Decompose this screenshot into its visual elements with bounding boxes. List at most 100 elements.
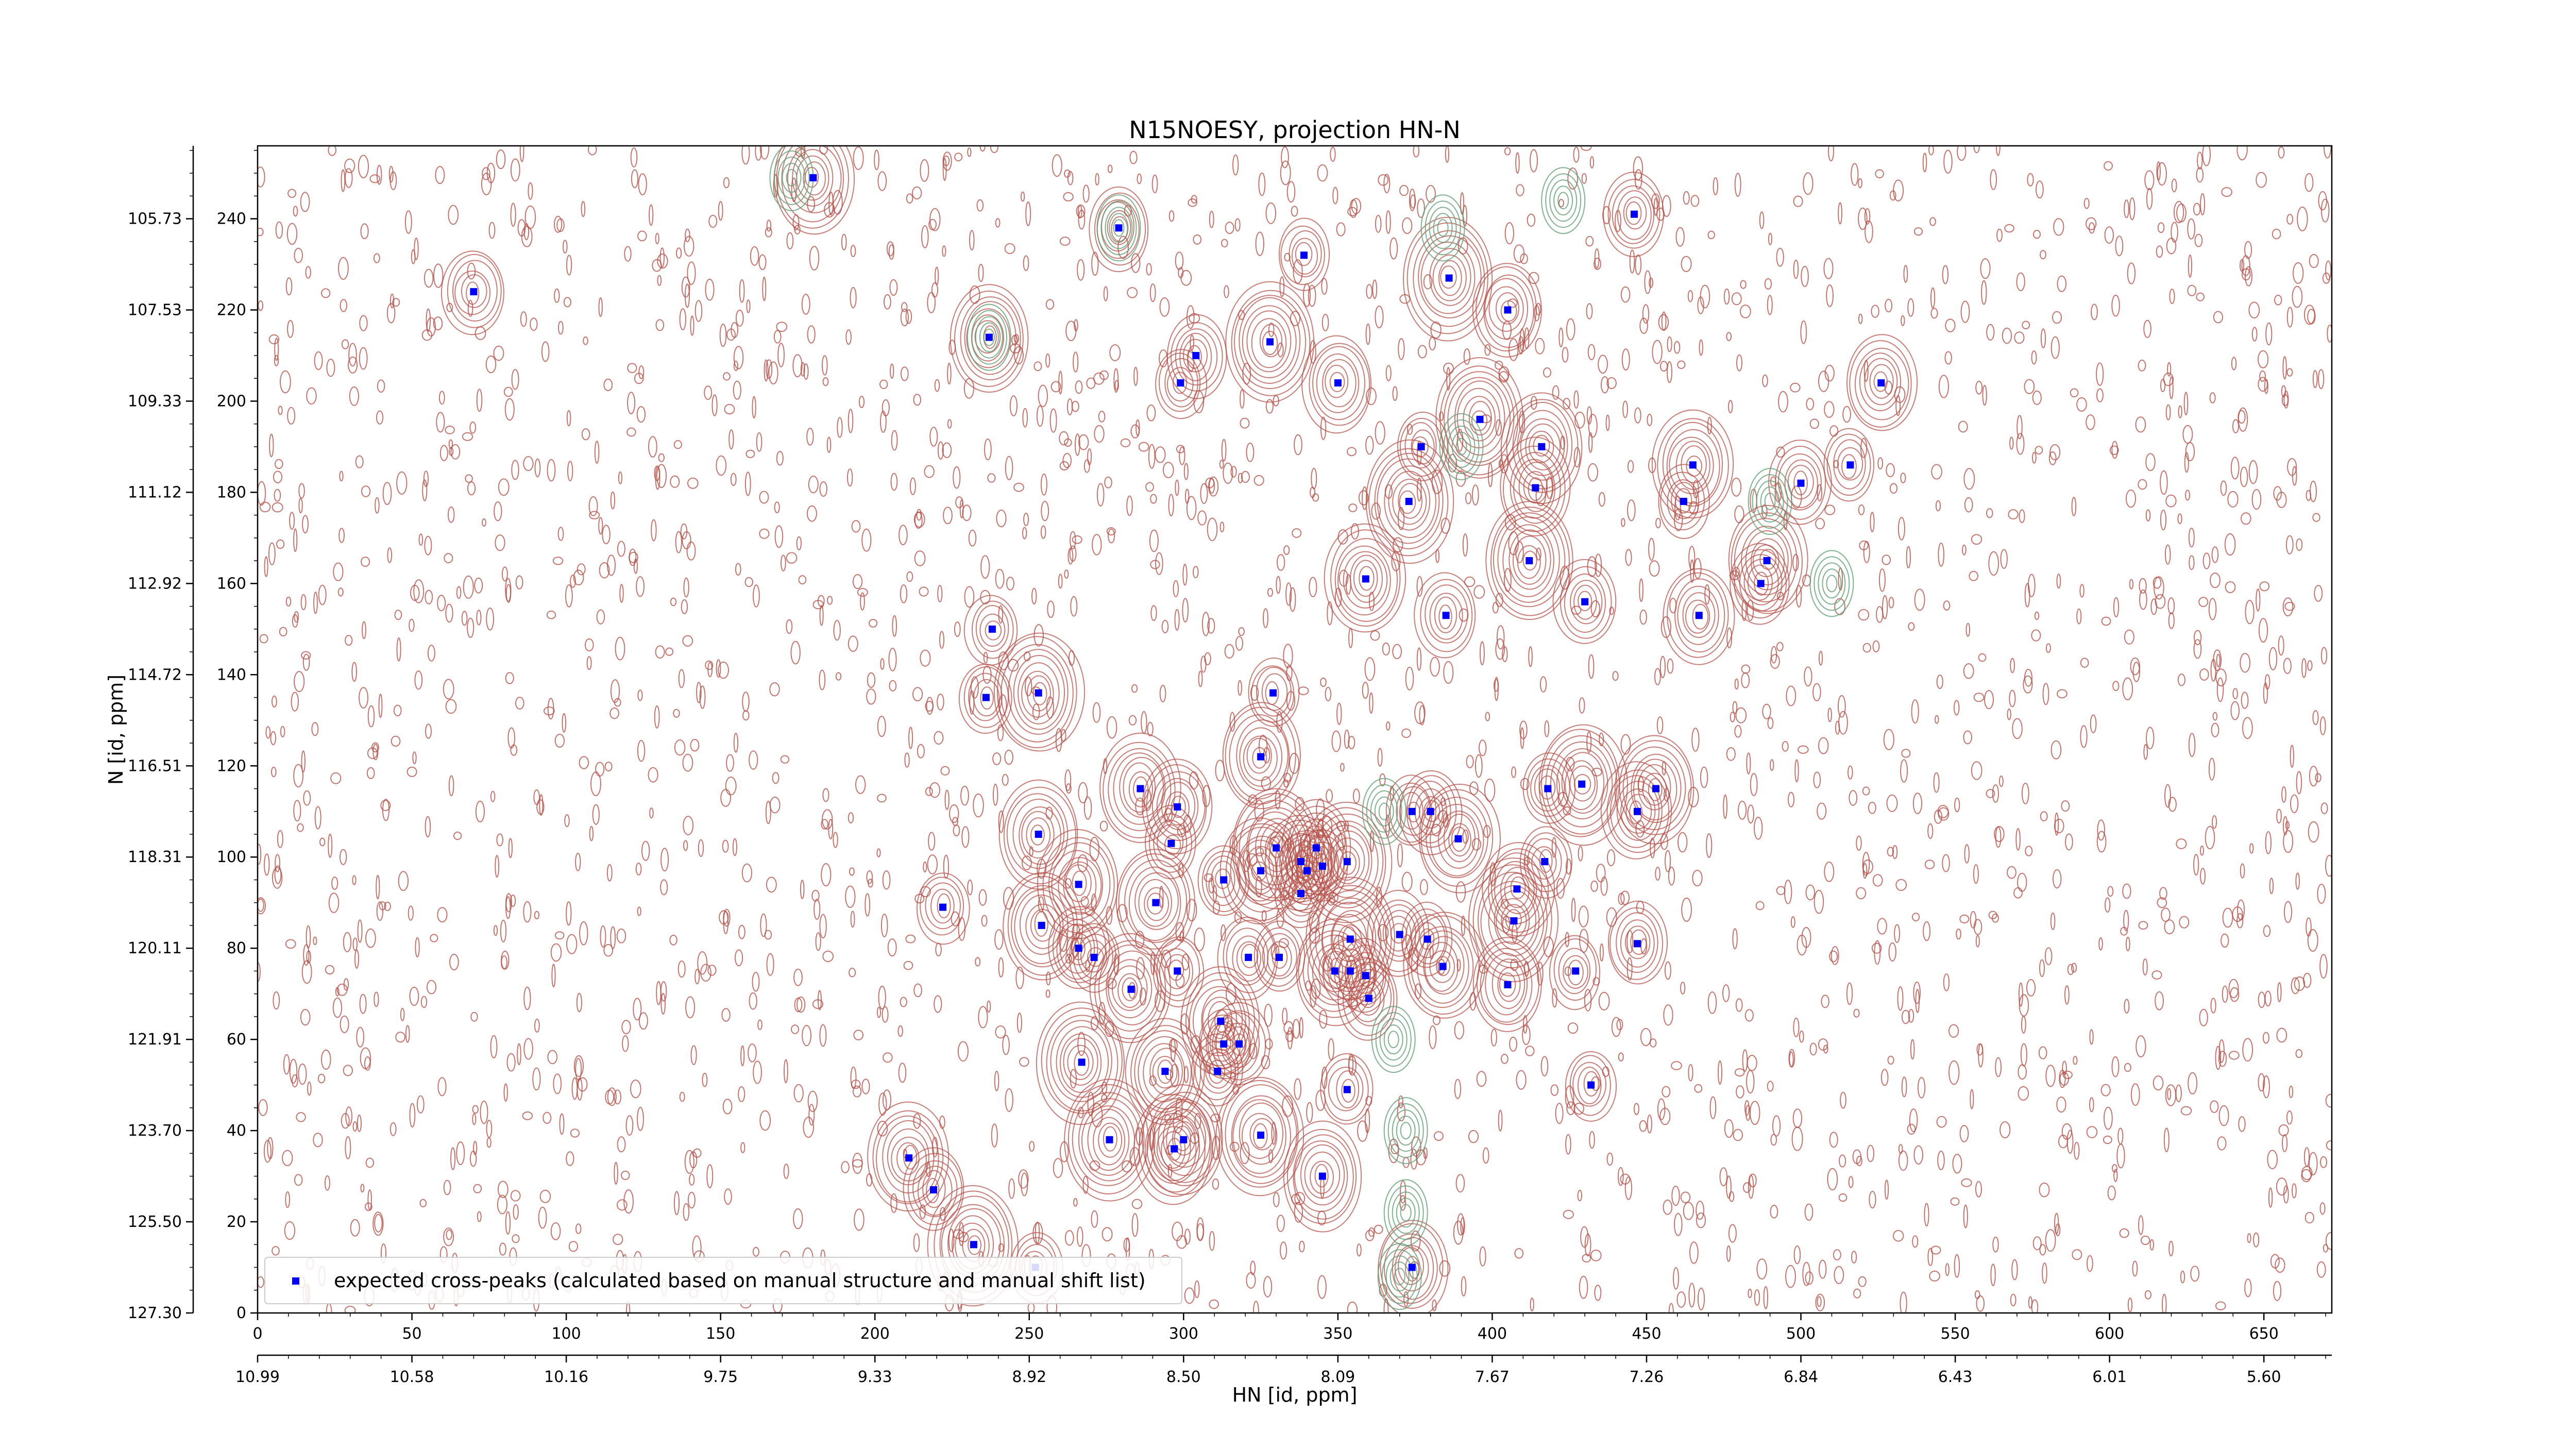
- noise-contour: [1611, 1017, 1621, 1037]
- noise-contour: [298, 498, 303, 514]
- noise-contour: [2307, 929, 2318, 952]
- noise-contour: [1886, 463, 1895, 478]
- noise-contour: [1426, 185, 1436, 203]
- noise-contour: [753, 584, 760, 608]
- noise-contour: [392, 298, 400, 307]
- peak-contour: [1476, 266, 1537, 352]
- negative-contour: [1375, 1012, 1412, 1067]
- noise-contour: [978, 1006, 988, 1029]
- noise-contour: [2212, 815, 2217, 829]
- noise-contour: [437, 1077, 447, 1097]
- peak-contour: [781, 146, 844, 223]
- noise-contour: [1931, 464, 1942, 480]
- noise-contour: [311, 722, 319, 736]
- noise-contour: [2179, 916, 2190, 929]
- noise-contour: [1417, 345, 1427, 359]
- negative-contour: [1371, 1006, 1416, 1073]
- noise-contour: [621, 1020, 631, 1035]
- peak-contour: [1436, 956, 1450, 976]
- x-axis-title: HN [id, ppm]: [1232, 1384, 1358, 1406]
- noise-contour: [280, 370, 291, 394]
- noise-contour: [1344, 729, 1350, 749]
- noise-contour: [1906, 546, 1911, 569]
- noise-contour: [1943, 149, 1953, 174]
- peak-contour: [1631, 753, 1682, 823]
- noise-contour: [2119, 1228, 2129, 1238]
- noise-contour: [887, 938, 897, 957]
- peak-contour: [1149, 1091, 1221, 1186]
- noise-contour: [1383, 174, 1391, 194]
- peak-contour: [1343, 551, 1388, 609]
- noise-contour: [2190, 1266, 2200, 1282]
- peak-contour: [1570, 580, 1603, 625]
- noise-contour: [2188, 733, 2196, 757]
- noise-contour: [1999, 1121, 2011, 1139]
- noise-contour: [2165, 494, 2177, 508]
- noise-contour: [416, 1095, 425, 1114]
- noise-contour: [1945, 1263, 1950, 1276]
- noise-contour: [1620, 734, 1631, 755]
- noise-contour: [1600, 877, 1608, 896]
- noise-contour: [1455, 1174, 1465, 1193]
- noise-contour: [566, 1151, 574, 1167]
- noise-contour: [1786, 685, 1797, 706]
- noise-contour: [968, 529, 977, 547]
- noise-contour: [1281, 146, 1289, 169]
- noise-contour: [1667, 336, 1672, 352]
- noise-contour: [1840, 1091, 1846, 1109]
- noise-contour: [1059, 461, 1070, 470]
- noise-contour: [2143, 744, 2148, 760]
- noise-contour: [670, 475, 680, 488]
- noise-contour: [673, 1191, 680, 1216]
- noise-contour: [917, 744, 925, 759]
- noise-contour: [258, 300, 264, 311]
- noise-contour: [505, 584, 512, 603]
- noise-contour: [2045, 1065, 2056, 1087]
- negative-contour: [1443, 419, 1480, 474]
- noise-contour: [1530, 1298, 1534, 1312]
- noise-contour: [1894, 924, 1901, 943]
- x2-tick-label: 9.75: [703, 1368, 738, 1386]
- negative-contour: [777, 156, 806, 199]
- noise-contour: [889, 279, 898, 296]
- noise-contour: [2286, 368, 2293, 377]
- x-tick-label: 450: [1632, 1325, 1661, 1343]
- noise-contour: [1923, 921, 1931, 941]
- peak-contour: [1288, 877, 1312, 912]
- noise-contour: [2230, 701, 2240, 720]
- noise-contour: [2315, 773, 2321, 783]
- peak-contour: [1320, 1053, 1374, 1125]
- noise-contour: [554, 734, 565, 748]
- noise-contour: [1340, 763, 1345, 772]
- noise-contour: [2027, 173, 2034, 187]
- peak-contour: [1268, 819, 1332, 903]
- noise-contour: [2032, 451, 2037, 464]
- noise-contour: [898, 1063, 907, 1083]
- noise-contour: [707, 965, 717, 976]
- noise-contour: [2292, 466, 2297, 486]
- noise-contour: [1129, 150, 1138, 164]
- noise-contour: [2007, 866, 2016, 879]
- noise-contour: [762, 276, 767, 301]
- noise-contour: [357, 1115, 362, 1132]
- noise-contour: [1456, 959, 1461, 972]
- noise-contour: [367, 1189, 372, 1210]
- noise-contour: [341, 339, 349, 349]
- noise-contour: [1901, 1076, 1907, 1098]
- noise-contour: [2080, 725, 2088, 748]
- noise-contour: [510, 158, 520, 182]
- noise-contour: [1792, 1108, 1803, 1128]
- peak-contour: [1728, 505, 1808, 614]
- cross-peak-marker: [1846, 461, 1854, 469]
- peak-contour: [1359, 566, 1375, 591]
- noise-contour: [1331, 730, 1341, 752]
- noise-contour: [515, 575, 523, 589]
- noise-contour: [568, 1241, 579, 1252]
- peak-contour: [1256, 667, 1292, 717]
- noise-contour: [2282, 816, 2288, 836]
- noise-contour: [786, 619, 793, 634]
- peak-contour: [1399, 417, 1444, 477]
- peak-contour: [958, 664, 1012, 734]
- noise-contour: [1403, 1291, 1409, 1307]
- noise-contour: [1161, 620, 1169, 633]
